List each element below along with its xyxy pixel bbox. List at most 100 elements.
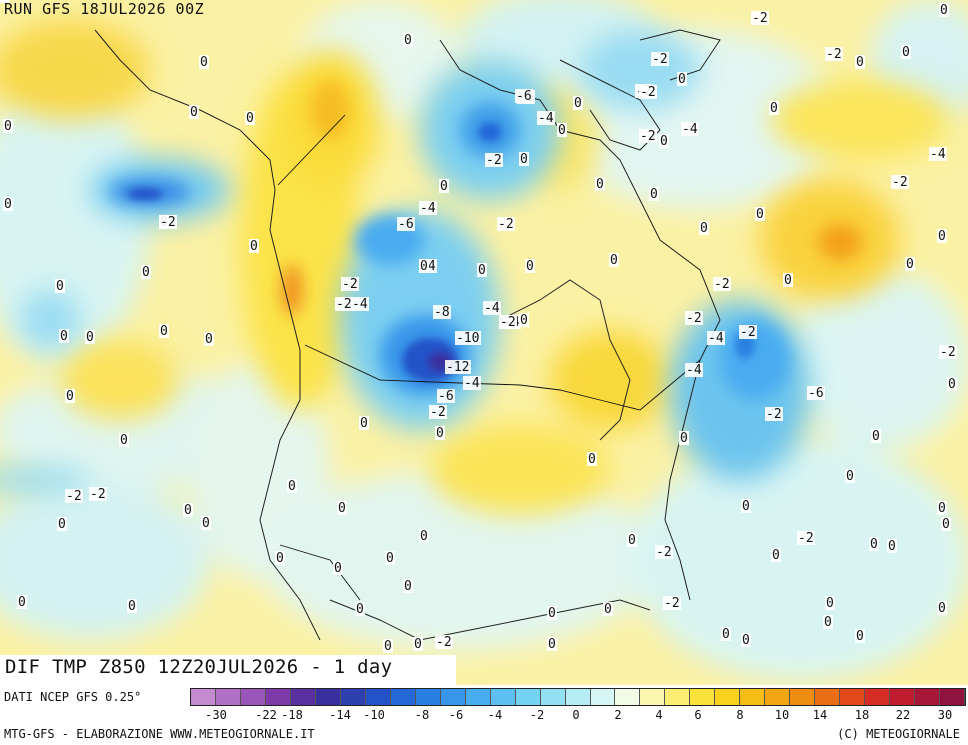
scale-tick-label: -6 bbox=[448, 708, 464, 722]
svg-text:0: 0 bbox=[288, 479, 296, 494]
scale-tick-label: -18 bbox=[281, 708, 303, 722]
map-title: DIF TMP Z850 12Z20JUL2026 - 1 day bbox=[5, 656, 393, 678]
scale-swatch bbox=[890, 689, 916, 705]
svg-text:-2: -2 bbox=[160, 215, 176, 230]
scale-swatch bbox=[290, 689, 316, 705]
svg-text:0: 0 bbox=[184, 503, 192, 518]
svg-text:0: 0 bbox=[942, 517, 950, 532]
credit-left: MTG-GFS - ELABORAZIONE WWW.METEOGIORNALE… bbox=[4, 727, 315, 741]
contour-label: 0 bbox=[941, 517, 951, 532]
scale-tick-label: 2 bbox=[614, 708, 622, 722]
contour-label: -2 bbox=[939, 345, 957, 360]
svg-text:0: 0 bbox=[60, 329, 68, 344]
svg-text:0: 0 bbox=[888, 539, 896, 554]
contour-label: 0 bbox=[199, 55, 209, 70]
contour-label: -2 bbox=[89, 487, 107, 502]
svg-text:-2: -2 bbox=[714, 277, 730, 292]
scale-swatch bbox=[415, 689, 441, 705]
contour-label: 0 bbox=[741, 499, 751, 514]
contour-label: 0 bbox=[587, 452, 597, 467]
scale-swatch bbox=[865, 689, 891, 705]
contour-label: 0 bbox=[783, 273, 793, 288]
scale-swatch bbox=[265, 689, 291, 705]
svg-text:0: 0 bbox=[128, 599, 136, 614]
svg-text:0: 0 bbox=[856, 629, 864, 644]
contour-label: 0 bbox=[659, 134, 669, 149]
scale-swatch bbox=[490, 689, 516, 705]
contour-label: 0 bbox=[525, 259, 535, 274]
svg-text:0: 0 bbox=[742, 499, 750, 514]
contour-label: 0 bbox=[85, 330, 95, 345]
contour-label: -4 bbox=[681, 122, 699, 137]
scale-tick-label: -10 bbox=[363, 708, 385, 722]
svg-text:0: 0 bbox=[142, 265, 150, 280]
svg-text:0: 0 bbox=[4, 119, 12, 134]
svg-text:-2: -2 bbox=[342, 277, 358, 292]
scale-swatch bbox=[540, 689, 566, 705]
contour-label: 0 bbox=[17, 595, 27, 610]
contour-label: -2 bbox=[639, 85, 657, 100]
scale-swatch bbox=[215, 689, 241, 705]
contour-label: -2 bbox=[65, 489, 83, 504]
svg-text:-2: -2 bbox=[336, 297, 352, 312]
svg-text:0: 0 bbox=[4, 197, 12, 212]
scale-swatch bbox=[715, 689, 741, 705]
contour-label: -4 bbox=[929, 147, 947, 162]
scale-swatch bbox=[590, 689, 616, 705]
contour-label: -6 bbox=[437, 389, 455, 404]
contour-label: 0 bbox=[245, 111, 255, 126]
svg-text:-6: -6 bbox=[808, 386, 824, 401]
svg-text:-2: -2 bbox=[640, 129, 656, 144]
contour-label: 0 bbox=[249, 239, 259, 254]
contour-label: -2 bbox=[739, 325, 757, 340]
contour-label: -2 bbox=[751, 11, 769, 26]
svg-text:-2: -2 bbox=[656, 545, 672, 560]
svg-text:-2: -2 bbox=[66, 489, 82, 504]
contour-label: -4 bbox=[685, 363, 703, 378]
contour-label: 0 bbox=[547, 637, 557, 652]
contour-label: 0 bbox=[419, 529, 429, 544]
scale-swatch bbox=[315, 689, 341, 705]
contour-label: -2 bbox=[435, 635, 453, 650]
svg-text:0: 0 bbox=[0, 0, 8, 4]
svg-text:0: 0 bbox=[558, 123, 566, 138]
contour-label: -6 bbox=[807, 386, 825, 401]
contour-label: 0 bbox=[573, 96, 583, 111]
svg-text:0: 0 bbox=[906, 257, 914, 272]
svg-text:-4: -4 bbox=[484, 301, 500, 316]
svg-text:-2: -2 bbox=[90, 487, 106, 502]
svg-text:0: 0 bbox=[404, 579, 412, 594]
svg-text:-4: -4 bbox=[538, 111, 554, 126]
scale-tick-label: -22 bbox=[255, 708, 277, 722]
contour-label: 0 bbox=[65, 389, 75, 404]
scale-swatch bbox=[740, 689, 766, 705]
contour-label: -2 bbox=[499, 315, 517, 330]
svg-text:0: 0 bbox=[436, 426, 444, 441]
contour-label: 0 bbox=[947, 377, 957, 392]
svg-text:-4: -4 bbox=[352, 297, 368, 312]
svg-text:0: 0 bbox=[66, 389, 74, 404]
svg-text:0: 0 bbox=[356, 602, 364, 617]
contour-label: 0 bbox=[649, 187, 659, 202]
svg-text:0: 0 bbox=[200, 55, 208, 70]
scale-swatch bbox=[940, 689, 966, 705]
svg-text:-6: -6 bbox=[438, 389, 454, 404]
contour-label: 0 bbox=[769, 101, 779, 116]
scale-tick-label: -14 bbox=[329, 708, 351, 722]
svg-text:0: 0 bbox=[678, 72, 686, 87]
contour-label: -4 bbox=[483, 301, 501, 316]
svg-text:0: 0 bbox=[772, 548, 780, 563]
svg-text:-2: -2 bbox=[892, 175, 908, 190]
svg-text:-2: -2 bbox=[664, 596, 680, 611]
svg-text:0: 0 bbox=[338, 501, 346, 516]
svg-text:0: 0 bbox=[846, 469, 854, 484]
scale-swatch bbox=[640, 689, 666, 705]
svg-text:0: 0 bbox=[276, 551, 284, 566]
contour-label: 0 bbox=[609, 253, 619, 268]
scale-tick-label: -8 bbox=[414, 708, 430, 722]
contour-label: 0 bbox=[403, 33, 413, 48]
contour-label: -6 bbox=[515, 89, 533, 104]
contour-label: -2 bbox=[685, 311, 703, 326]
svg-text:0: 0 bbox=[414, 637, 422, 652]
svg-text:0: 0 bbox=[938, 601, 946, 616]
